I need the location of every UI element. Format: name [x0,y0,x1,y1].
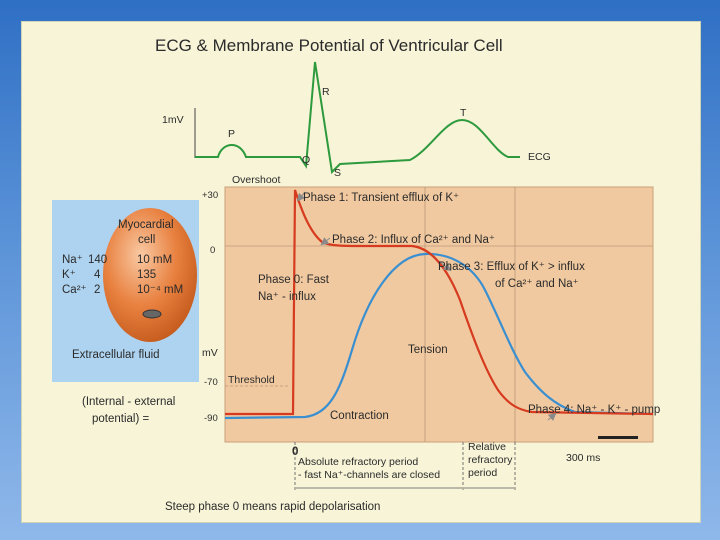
ion-k-outside: 4 [94,269,101,281]
contraction-label: Contraction [330,410,389,422]
potential-plot-area [224,186,654,443]
ecg-p-wave-label: P [228,128,235,140]
overshoot-label: Overshoot [232,174,281,186]
axis-unit-label: mV [202,347,218,359]
phase-arrows [296,191,557,421]
ion-k-name: K⁺ [62,269,76,281]
refractory-periods: Absolute refractory period - fast Na⁺-ch… [294,441,516,492]
phase3-label-line2: of Ca²⁺ and Na⁺ [495,278,579,290]
phase-labels: Phase 1: Transient efflux of K⁺ Phase 2:… [258,192,660,422]
ion-ca-inside: 10⁻⁴ mM [137,284,183,296]
threshold-label: Threshold [228,374,275,386]
phase2-label: Phase 2: Influx of Ca²⁺ and Na⁺ [332,234,495,246]
ecg-trace-label: ECG [528,151,551,163]
absolute-refractory-line2: - fast Na⁺-channels are closed [298,469,440,481]
ion-ca-name: Ca²⁺ [62,284,87,296]
ecg-s-wave-label: S [334,167,341,179]
potential-axis: Overshoot +30 0 mV -70 Threshold -90 0 [202,174,298,458]
plot-gridlines [225,187,653,442]
relative-refractory-line3: period [468,467,497,479]
ecg-trace [195,61,520,175]
tick-0: 0 [210,245,215,256]
myocardial-cell-panel: Myocardial cell Na⁺ 140 10 mM K⁺ 4 135 C… [52,200,199,382]
phase0-label-line1: Phase 0: Fast [258,274,330,286]
phase4-label: Phase 4: Na⁺ - K⁺ - pump [528,404,660,416]
cell-nucleus [142,309,162,319]
ion-k-inside: 135 [137,269,156,281]
ecg-r-wave-label: R [322,86,330,98]
tick-minus90: -90 [204,413,218,424]
tick-plus30: +30 [202,190,218,201]
tension-label: Tension [408,344,448,356]
extracellular-label: Extracellular fluid [72,349,160,361]
potential-note-line1: (Internal - external [82,396,175,408]
relative-refractory-line1: Relative [468,441,506,453]
ecg-scale-label: 1mV [162,114,184,126]
ion-na-inside: 10 mM [137,254,172,266]
time-scale: 300 ms [566,436,638,464]
phase1-label: Phase 1: Transient efflux of K⁺ [303,192,459,204]
absolute-refractory-line1: Absolute refractory period [298,456,418,468]
ecg-t-wave-label: T [460,107,467,119]
phase3-label-line1: Phase 3: Efflux of K⁺ > influx [438,261,585,273]
cell-name-line1: Myocardial [118,219,174,231]
time-scale-bar [598,436,638,439]
ion-ca-outside: 2 [94,284,100,296]
ion-na-outside: 140 [88,254,107,266]
relative-refractory-line2: refractory [468,454,513,466]
footer-note: Steep phase 0 means rapid depolarisation [165,501,380,513]
potential-note-line2: potential) = [92,413,150,425]
ecg-q-wave-label: Q [302,154,310,166]
ion-na-name: Na⁺ [62,254,83,266]
diagram-title: ECG & Membrane Potential of Ventricular … [155,36,503,55]
phase0-label-line2: Na⁺ - influx [258,291,316,303]
tick-minus70: -70 [204,377,218,388]
cell-name-line2: cell [138,234,155,246]
myocardial-cell [103,208,197,342]
time-scale-label: 300 ms [566,452,600,464]
ecg-section: 1mV P Q R S T ECG [162,61,551,179]
tension-curve [224,252,654,420]
membrane-potential-curve [225,189,654,416]
